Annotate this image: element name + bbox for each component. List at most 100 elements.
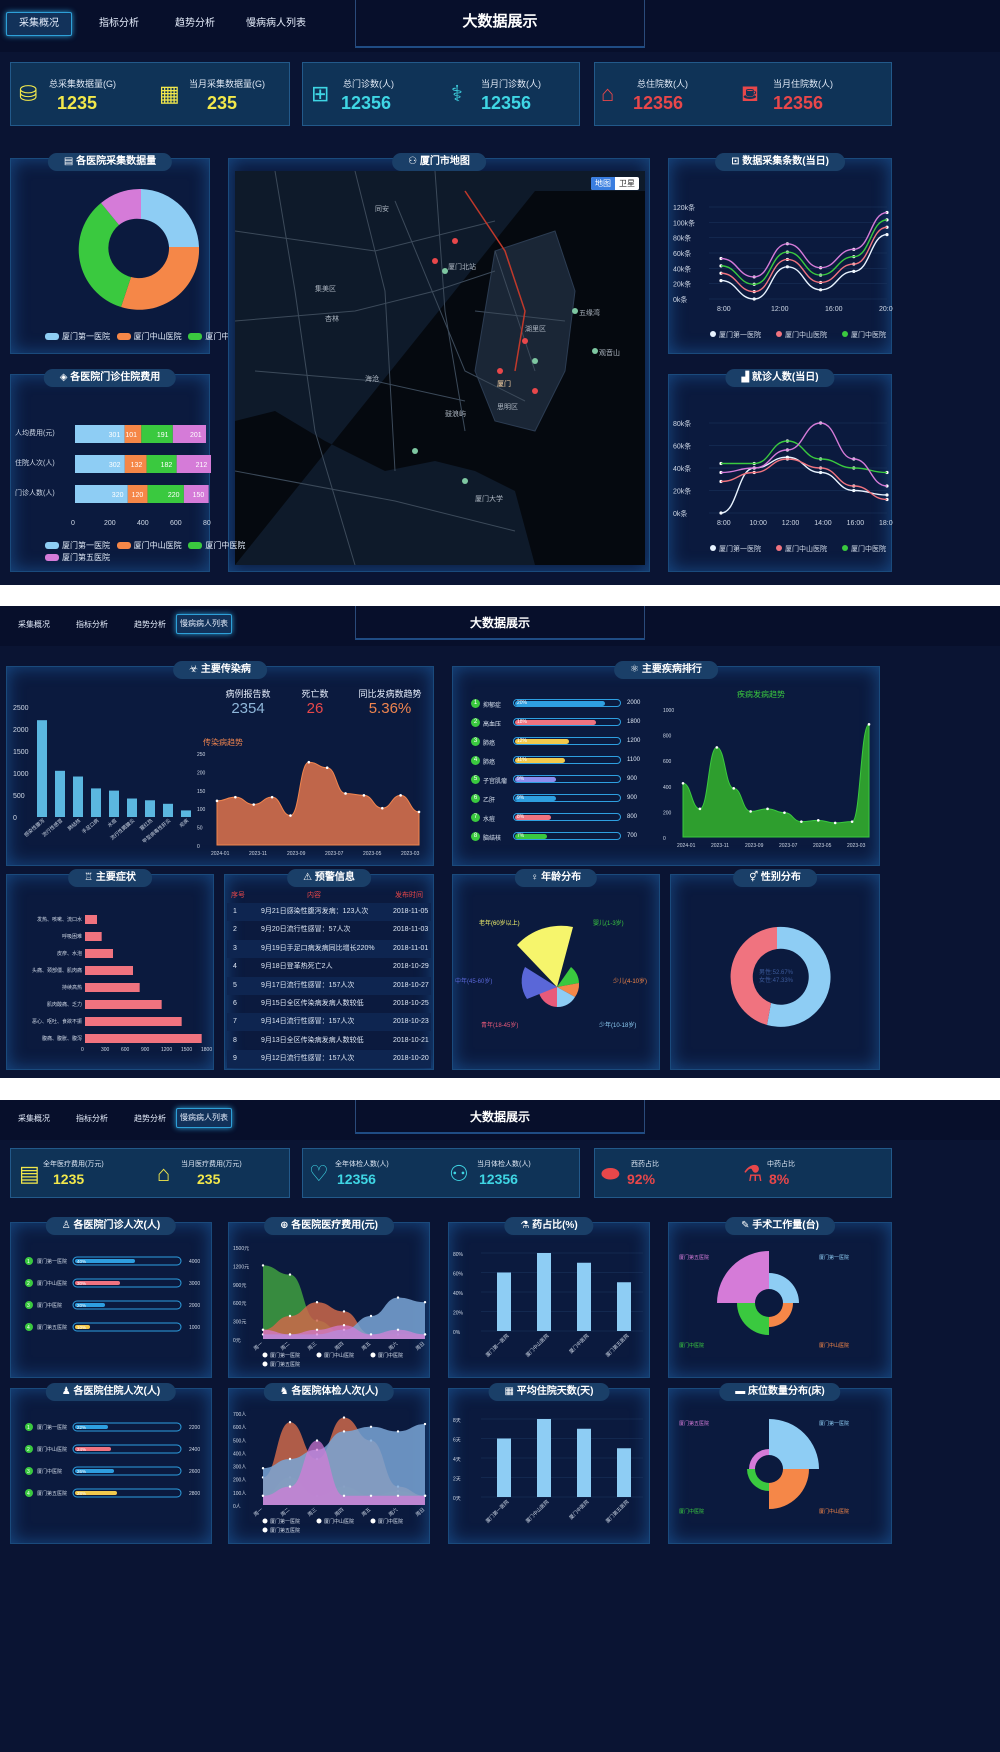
age-sector-middle[interactable] — [521, 967, 557, 999]
tab-indicator[interactable]: 指标分析 — [76, 1114, 108, 1123]
bar-segment[interactable] — [183, 485, 209, 503]
data-point[interactable] — [261, 1494, 265, 1497]
list-item[interactable]: 2 高血压 18% 1800 — [471, 716, 651, 730]
bar[interactable] — [85, 915, 97, 924]
rose-sector[interactable] — [717, 1251, 769, 1303]
data-point[interactable] — [423, 1422, 427, 1426]
tab-chronic-list[interactable]: 慢病病人列表 — [176, 1108, 232, 1128]
bar[interactable] — [577, 1428, 591, 1497]
bar[interactable] — [37, 720, 47, 817]
data-point[interactable] — [749, 810, 752, 813]
bar-segment[interactable] — [75, 485, 128, 503]
data-point[interactable] — [288, 1314, 292, 1318]
bar-segment[interactable] — [146, 455, 177, 473]
data-point[interactable] — [362, 794, 366, 797]
table-row[interactable]: 3 9月19日手足口病发病同比增长220% 2018-11-01 — [227, 939, 431, 958]
rose-sector[interactable] — [769, 1419, 819, 1469]
age-sector-infant[interactable] — [557, 967, 579, 987]
donut-slice-1[interactable] — [141, 189, 199, 247]
list-item[interactable]: 7 水痘 8% 800 — [471, 811, 651, 825]
gender-male-slice[interactable] — [767, 926, 831, 1027]
data-point[interactable] — [252, 803, 256, 806]
data-point[interactable] — [380, 806, 384, 810]
bar[interactable] — [497, 1272, 511, 1332]
data-point[interactable] — [325, 766, 329, 770]
data-point[interactable] — [783, 811, 786, 814]
data-point[interactable] — [261, 1467, 265, 1470]
table-row[interactable]: 9 9月12日流行性感冒：157人次 2018-10-20 — [227, 1050, 431, 1069]
data-point[interactable] — [396, 1494, 400, 1497]
data-point[interactable] — [766, 807, 769, 811]
data-point[interactable] — [369, 1314, 373, 1318]
age-sector-child[interactable] — [557, 983, 580, 997]
data-point[interactable] — [315, 1328, 319, 1331]
data-point[interactable] — [369, 1425, 373, 1428]
bar-segment[interactable] — [176, 455, 212, 473]
data-point[interactable] — [369, 1494, 373, 1497]
table-row[interactable]: 5 9月17日流行性感冒：157人次 2018-10-27 — [227, 976, 431, 995]
rose-sector[interactable] — [747, 1469, 769, 1491]
bar-segment[interactable] — [141, 425, 173, 443]
data-point[interactable] — [342, 1416, 346, 1419]
bar-segment[interactable] — [75, 455, 125, 473]
bar[interactable] — [181, 810, 191, 817]
rose-sector[interactable] — [769, 1273, 799, 1303]
list-item[interactable]: 8 脑结核 7% 700 — [471, 830, 651, 844]
table-row[interactable]: 8 9月13日全区传染病发病人数较低 2018-10-21 — [227, 1032, 431, 1050]
donut-slice-4[interactable] — [101, 188, 141, 225]
tab-overview[interactable]: 采集概况 — [18, 1114, 50, 1123]
bar[interactable] — [497, 1438, 511, 1498]
tab-chronic-list[interactable]: 慢病病人列表 — [176, 614, 232, 634]
tab-trend[interactable]: 趋势分析 — [134, 1114, 166, 1123]
data-point[interactable] — [396, 1296, 400, 1299]
rose-sector[interactable] — [769, 1469, 809, 1509]
data-point[interactable] — [423, 1333, 427, 1336]
data-point[interactable] — [344, 792, 347, 795]
list-item[interactable]: 1 抑郁症 20% 2000 — [471, 697, 651, 711]
tab-trend[interactable]: 趋势分析 — [134, 620, 166, 629]
tab-overview[interactable]: 采集概况 — [18, 620, 50, 629]
bar-segment[interactable] — [147, 485, 184, 503]
map-svg[interactable]: 厦门北站 同安 杏林 海沧 厦门 思明区 湖里区 集美区 厦门大学 鼓浪屿 五缘… — [235, 171, 645, 565]
table-row[interactable]: 1 9月21日感染性腹泻发病：123人次 2018-11-05 — [227, 903, 431, 921]
table-row[interactable]: 2 9月20日流行性感冒：57人次 2018-11-03 — [227, 921, 431, 939]
data-point[interactable] — [850, 820, 854, 823]
list-item[interactable]: 6 乙肝 9% 900 — [471, 792, 651, 806]
data-point[interactable] — [732, 787, 736, 790]
bar[interactable] — [55, 770, 65, 817]
bar[interactable] — [163, 803, 173, 817]
bar-segment[interactable] — [124, 425, 142, 443]
bar[interactable] — [537, 1419, 551, 1497]
map-mode-button[interactable]: 地图 — [591, 177, 615, 190]
data-point[interactable] — [396, 1430, 400, 1433]
data-point[interactable] — [288, 1485, 292, 1488]
bar[interactable] — [73, 776, 83, 817]
data-point[interactable] — [234, 795, 237, 799]
rose-sector[interactable] — [737, 1303, 769, 1335]
list-item[interactable]: 5 子宫肌瘤 9% 900 — [471, 773, 651, 787]
bar[interactable] — [85, 1000, 162, 1009]
bar[interactable] — [85, 1017, 182, 1026]
data-point[interactable] — [867, 723, 871, 726]
data-point[interactable] — [315, 1439, 319, 1442]
bar[interactable] — [85, 966, 133, 975]
data-point[interactable] — [833, 821, 837, 825]
table-row[interactable]: 7 9月14日流行性感冒：157人次 2018-10-23 — [227, 1013, 431, 1032]
bar[interactable] — [109, 790, 119, 817]
data-point[interactable] — [307, 760, 311, 764]
list-item[interactable]: 3 肺癌 12% 1200 — [471, 735, 651, 749]
data-point[interactable] — [715, 746, 719, 749]
bar[interactable] — [85, 1034, 202, 1043]
rose-sector[interactable] — [749, 1449, 769, 1469]
data-point[interactable] — [423, 1494, 427, 1497]
data-point[interactable] — [816, 819, 820, 822]
bar-segment[interactable] — [127, 485, 148, 503]
tab-chronic-list[interactable]: 慢病病人列表 — [246, 18, 306, 29]
bar[interactable] — [91, 788, 101, 817]
data-point[interactable] — [399, 794, 402, 797]
bar[interactable] — [617, 1448, 631, 1497]
bar-segment[interactable] — [172, 425, 207, 443]
tab-trend[interactable]: 趋势分析 — [175, 18, 215, 29]
data-point[interactable] — [417, 810, 421, 814]
bar[interactable] — [127, 798, 137, 817]
